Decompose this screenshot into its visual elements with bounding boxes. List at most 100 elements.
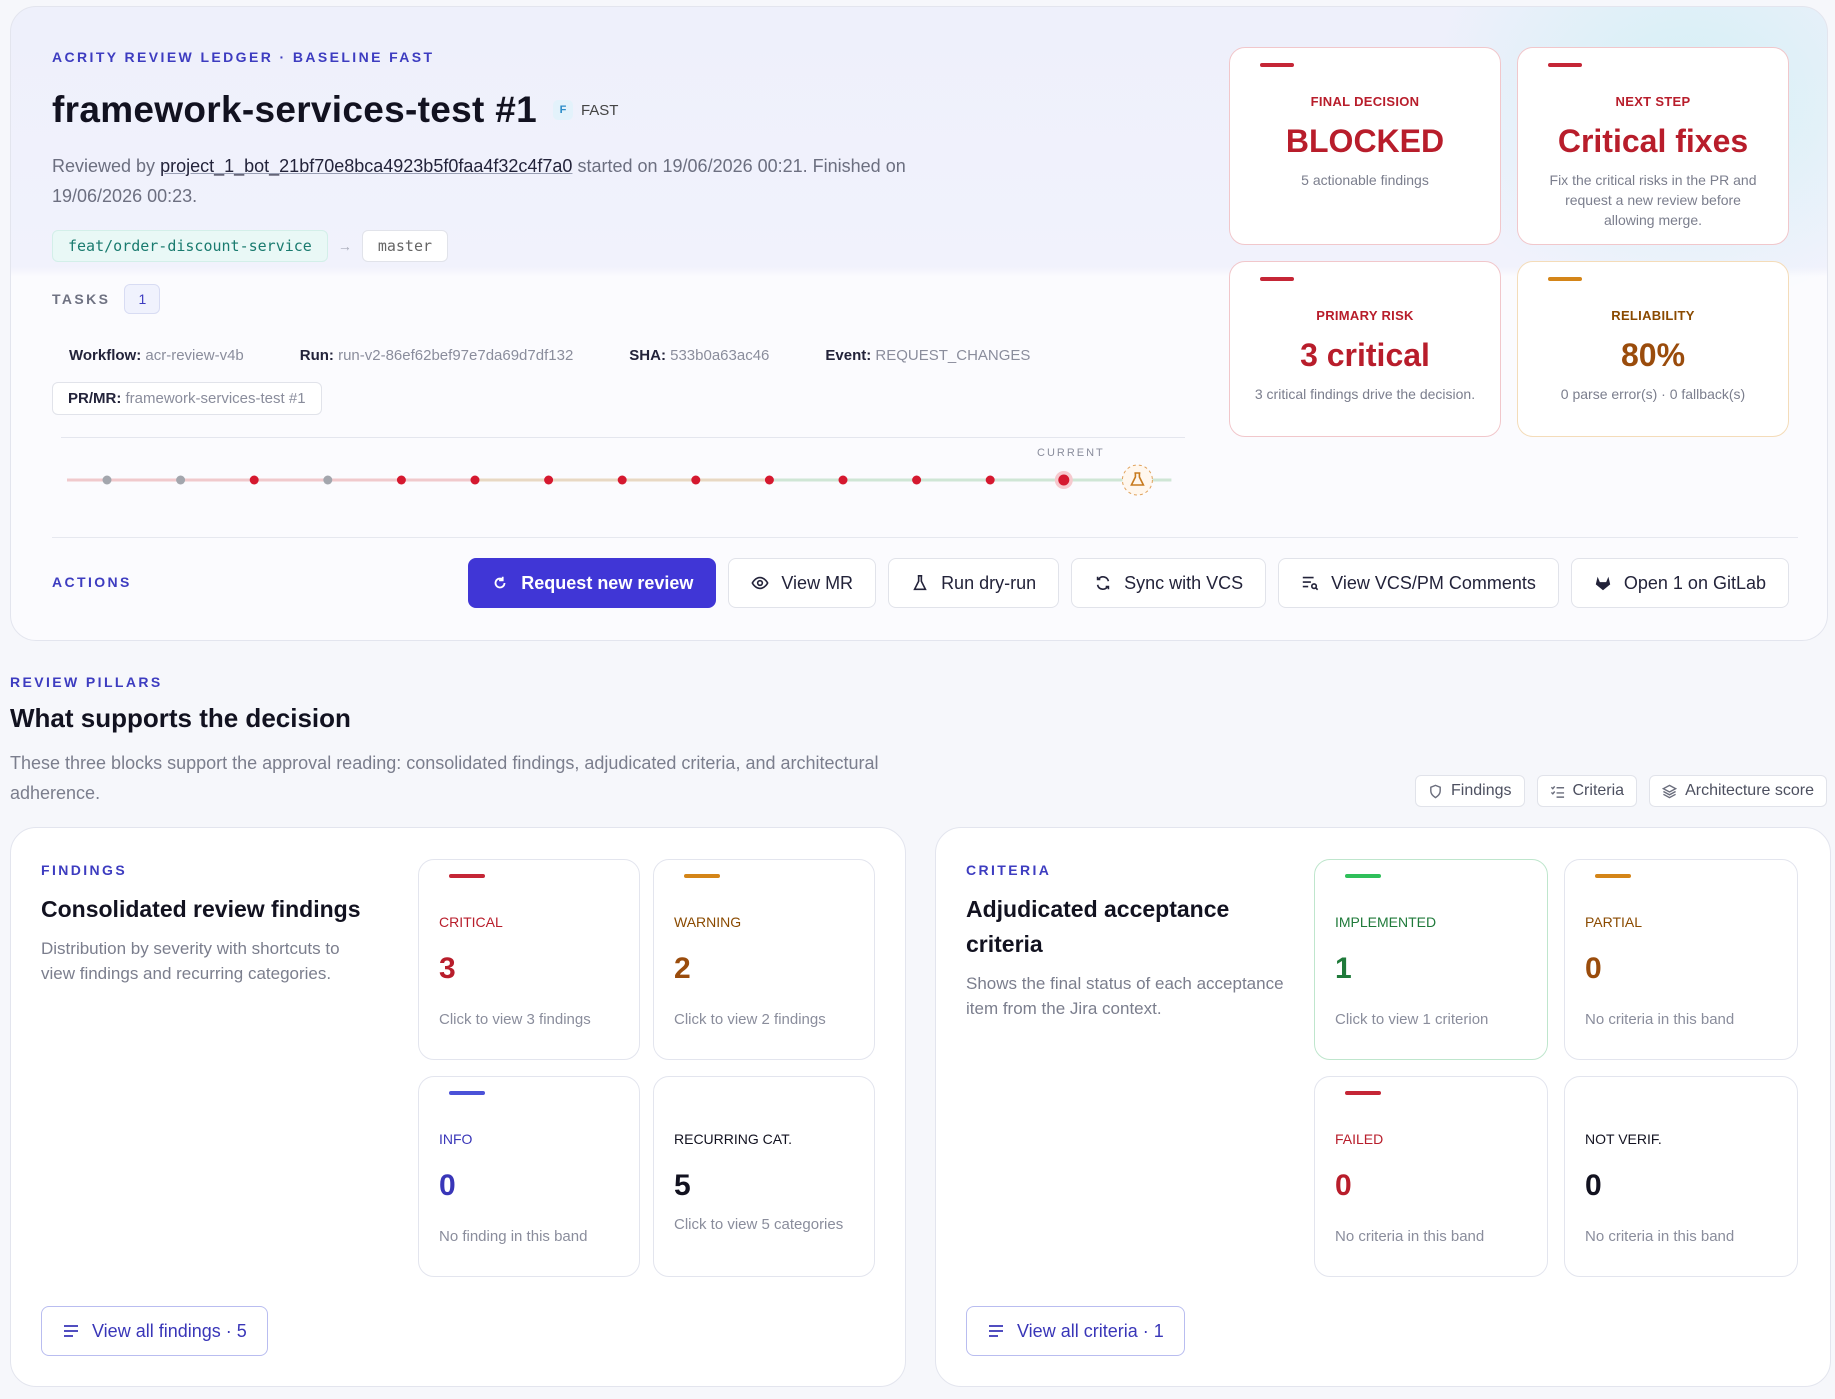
info-findings-card[interactable]: INFO 0 No finding in this band [418, 1076, 640, 1277]
findings-nav-label: Findings [1451, 782, 1512, 799]
ledger-eyebrow: ACRITY REVIEW LEDGER · BASELINE FAST [52, 49, 435, 65]
stat-value: 0 [1335, 1169, 1352, 1202]
request-new-review-label: Request new review [521, 572, 694, 593]
timeline-node[interactable] [176, 475, 186, 485]
stat-value: 0 [439, 1169, 456, 1202]
timeline-node[interactable] [838, 475, 848, 485]
view-all-findings-button[interactable]: View all findings · 5 [41, 1306, 268, 1356]
reviewer-link[interactable]: project_1_bot_21bf70e8bca4923b5f0faa4f32… [160, 156, 573, 176]
view-mr-label: View MR [781, 572, 854, 593]
timeline-node[interactable] [985, 475, 995, 485]
criteria-eyebrow: CRITERIA [966, 862, 1052, 878]
findings-panel: FINDINGS Consolidated review findings Di… [10, 827, 906, 1387]
timeline-node[interactable] [249, 475, 259, 485]
critical-findings-card[interactable]: CRITICAL 3 Click to view 3 findings [418, 859, 640, 1060]
kpi-description: 0 parse error(s) · 0 fallback(s) [1560, 386, 1746, 402]
criteria-nav-button[interactable]: Criteria [1536, 775, 1638, 807]
implemented-criteria-card[interactable]: IMPLEMENTED 1 Click to view 1 criterion [1314, 859, 1548, 1060]
mode-letter-icon: F [552, 100, 573, 120]
kpi-value: BLOCKED [1285, 123, 1445, 159]
stat-label: WARNING [674, 914, 742, 930]
view-mr-button[interactable]: View MR [728, 558, 877, 608]
stat-label: IMPLEMENTED [1335, 914, 1437, 930]
warning-findings-card[interactable]: WARNING 2 Click to view 2 findings [653, 859, 875, 1060]
findings-eyebrow: FINDINGS [41, 862, 128, 878]
eye-icon [751, 576, 769, 590]
reviewed-suffix: started on 19/06/2026 00:21. Finished on… [52, 156, 906, 206]
partial-criteria-card[interactable]: PARTIAL 0 No criteria in this band [1564, 859, 1798, 1060]
timeline-node[interactable] [102, 475, 112, 485]
not-verified-criteria-card[interactable]: NOT VERIF. 0 No criteria in this band [1564, 1076, 1798, 1277]
timeline-node[interactable] [617, 475, 627, 485]
run-chip: Run: run-v2-86ef62bef97e7da69d7df132 [299, 347, 574, 364]
stat-value: 3 [439, 952, 456, 985]
findings-description: Distribution by severity with shortcuts … [41, 939, 340, 983]
timeline-node[interactable] [470, 475, 480, 485]
stat-description: No criteria in this band [1585, 1228, 1735, 1245]
findings-nav-button[interactable]: Findings [1415, 775, 1525, 807]
page-title: framework-services-test #1 [52, 89, 537, 130]
event-chip: Event: REQUEST_CHANGES [825, 347, 1031, 364]
review-timeline: CURRENT [61, 437, 1185, 507]
kpi-value: 80% [1620, 337, 1686, 373]
sync-with-vcs-button[interactable]: Sync with VCS [1071, 558, 1267, 608]
pillars-nav: Findings Criteria Architecture score [1415, 775, 1827, 807]
view-all-criteria-button[interactable]: View all criteria · 1 [966, 1306, 1185, 1356]
kpi-reliability: RELIABILITY 80% 0 parse error(s) · 0 fal… [1517, 261, 1789, 437]
mode-badge: F FAST [552, 100, 619, 120]
actions-toolbar: Request new review View MR Run dry-run S… [468, 558, 1789, 608]
request-new-review-button[interactable]: Request new review [468, 558, 717, 608]
open-on-gitlab-button[interactable]: Open 1 on GitLab [1570, 558, 1789, 608]
flask-icon [1130, 472, 1145, 486]
sha-chip: SHA: 533b0a63ac46 [629, 347, 770, 364]
run-dry-run-button[interactable]: Run dry-run [888, 558, 1060, 608]
timeline-node[interactable] [764, 475, 774, 485]
stat-description: Click to view 5 categories [674, 1216, 844, 1233]
architecture-score-nav-button[interactable]: Architecture score [1649, 775, 1827, 807]
refresh-icon [494, 576, 506, 589]
sync-with-vcs-label: Sync with VCS [1124, 572, 1244, 593]
stat-value: 2 [674, 952, 691, 985]
stat-description: Click to view 3 findings [439, 1011, 591, 1028]
kpi-description: Fix the critical risks in the PR and req… [1549, 172, 1757, 228]
critical-accent-bar [449, 874, 485, 878]
criteria-nav-label: Criteria [1572, 782, 1625, 799]
criteria-title: Adjudicated acceptance criteria [966, 896, 1230, 957]
timeline-node[interactable] [544, 475, 554, 485]
timeline-current-node[interactable] [1058, 474, 1070, 486]
stat-label: NOT VERIF. [1585, 1131, 1662, 1147]
timeline-node[interactable] [323, 475, 333, 485]
kpi-label: RELIABILITY [1611, 308, 1695, 323]
timeline-node[interactable] [396, 475, 406, 485]
timeline-dry-run-node[interactable] [1121, 464, 1153, 496]
view-comments-label: View VCS/PM Comments [1331, 572, 1536, 593]
timeline-node[interactable] [691, 475, 701, 485]
stat-description: No finding in this band [439, 1228, 588, 1245]
title-row: framework-services-test #1 F FAST [52, 89, 618, 131]
tasks-row: TASKS 1 [52, 284, 161, 314]
view-comments-button[interactable]: View VCS/PM Comments [1278, 558, 1559, 608]
kpi-accent-bar [1260, 63, 1294, 67]
recurring-categories-card[interactable]: RECURRING CAT. 5 Click to view 5 categor… [653, 1076, 875, 1277]
mode-label: FAST [580, 101, 619, 119]
kpi-accent-bar [1260, 277, 1294, 281]
tasks-count-badge[interactable]: 1 [124, 284, 161, 314]
gitlab-icon [1595, 576, 1611, 591]
stat-description: Click to view 2 findings [674, 1011, 826, 1028]
stat-description: Click to view 1 criterion [1335, 1011, 1489, 1028]
implemented-accent-bar [1345, 874, 1381, 878]
kpi-value: Critical fixes [1557, 123, 1749, 159]
actions-label: ACTIONS [52, 574, 132, 590]
failed-criteria-card[interactable]: FAILED 0 No criteria in this band [1314, 1076, 1548, 1277]
kpi-description: 3 critical findings drive the decision. [1254, 386, 1476, 402]
source-branch: feat/order-discount-service [52, 230, 328, 262]
kpi-label: FINAL DECISION [1310, 94, 1420, 109]
shield-icon [1430, 784, 1441, 798]
timeline-node[interactable] [912, 475, 922, 485]
pillars-description: These three blocks support the approval … [10, 753, 879, 803]
timeline-current-label: CURRENT [1037, 447, 1105, 459]
pillars-title: What supports the decision [10, 703, 351, 733]
view-all-criteria-label: View all criteria · 1 [1017, 1320, 1164, 1341]
stat-value: 1 [1335, 952, 1352, 985]
timeline-track [67, 464, 1172, 496]
